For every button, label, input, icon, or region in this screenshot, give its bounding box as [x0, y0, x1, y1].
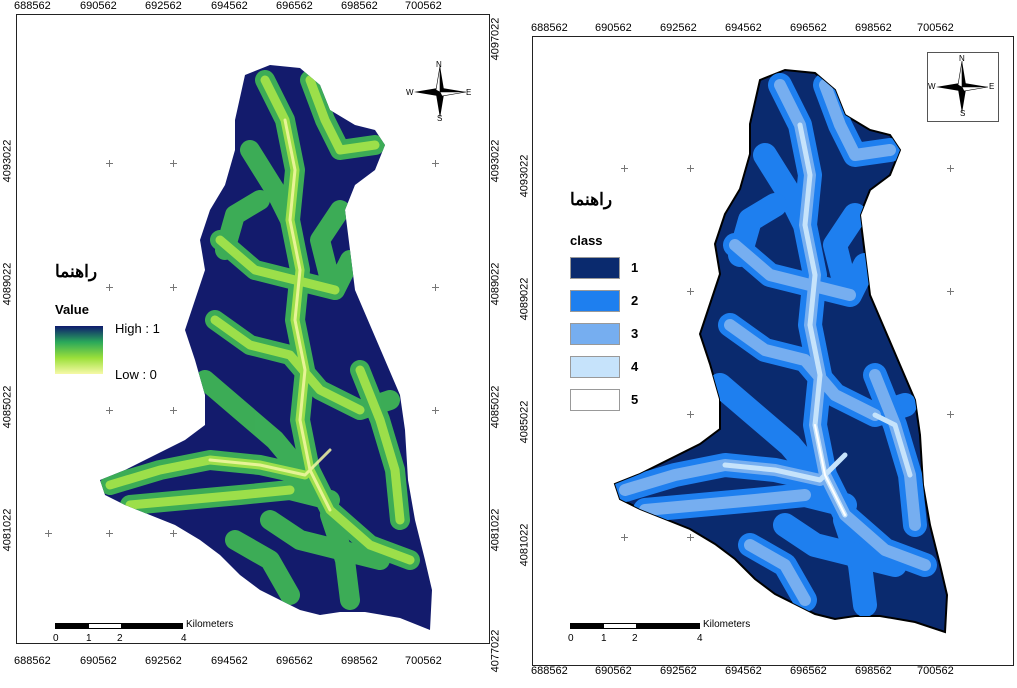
class-label: 2	[631, 293, 639, 308]
grid-cross	[947, 288, 954, 295]
scale-number: 4	[697, 633, 703, 644]
grid-cross	[947, 165, 954, 172]
class-swatch	[570, 323, 620, 345]
legend-subtitle: Value	[55, 302, 89, 317]
grid-cross	[687, 411, 694, 418]
x-tick-label: 692562	[660, 665, 697, 677]
right-map-panel: 688562 690562 692562 694562 696562 69856…	[517, 0, 1017, 688]
compass-n: N	[436, 60, 442, 69]
compass-n: N	[959, 54, 965, 63]
scale-number: 0	[568, 633, 574, 644]
compass-s: S	[437, 114, 443, 123]
x-tick-label: 698562	[855, 665, 892, 677]
scale-number: 2	[632, 633, 638, 644]
x-tick-label: 700562	[917, 665, 954, 677]
x-tick-label: 688562	[531, 665, 568, 677]
compass-e: E	[466, 88, 472, 97]
x-tick-label: 694562	[211, 655, 248, 667]
left-map-neatline	[16, 14, 490, 644]
x-tick-label: 694562	[725, 665, 762, 677]
value-gradient-bar	[55, 326, 103, 374]
x-tick-label: 692562	[145, 0, 182, 12]
grid-cross	[432, 284, 439, 291]
x-tick-label: 696562	[790, 665, 827, 677]
scale-unit: Kilometers	[703, 619, 751, 630]
x-tick-label: 688562	[531, 22, 568, 34]
compass-w: W	[928, 82, 936, 91]
grid-cross	[170, 160, 177, 167]
grid-cross	[621, 534, 628, 541]
x-tick-label: 698562	[341, 0, 378, 12]
left-map-panel: 688562 690562 692562 694562 696562 69856…	[1, 0, 502, 673]
x-tick-label: 692562	[660, 22, 697, 34]
high-label: High : 1	[115, 321, 160, 336]
compass-e: E	[989, 82, 995, 91]
panel-divider	[512, 0, 517, 688]
grid-cross	[106, 407, 113, 414]
class-swatch	[570, 389, 620, 411]
legend-title: راهنما	[55, 262, 98, 281]
scale-number: 0	[53, 633, 59, 644]
right-basin-map	[613, 68, 949, 634]
scale-bar	[570, 623, 700, 629]
x-tick-label: 700562	[917, 22, 954, 34]
class-label: 5	[631, 392, 639, 407]
class-swatch	[570, 257, 620, 279]
x-tick-label: 700562	[405, 0, 442, 12]
compass-s: S	[960, 109, 966, 118]
grid-cross	[621, 165, 628, 172]
grid-cross	[170, 407, 177, 414]
scale-bar	[55, 623, 183, 629]
scale-unit: Kilometers	[186, 619, 234, 630]
compass-w: W	[406, 88, 414, 97]
x-tick-label: 696562	[276, 0, 313, 12]
class-label: 3	[631, 326, 639, 341]
left-basin-map	[100, 65, 432, 630]
x-tick-label: 694562	[725, 22, 762, 34]
grid-cross	[432, 407, 439, 414]
grid-cross	[687, 288, 694, 295]
grid-cross	[947, 411, 954, 418]
grid-cross	[106, 530, 113, 537]
scale-number: 4	[181, 633, 187, 644]
class-zones	[615, 73, 937, 617]
grid-cross	[687, 165, 694, 172]
x-tick-label: 698562	[855, 22, 892, 34]
north-arrow-icon	[936, 60, 989, 113]
x-tick-label: 696562	[790, 22, 827, 34]
x-tick-label: 698562	[341, 655, 378, 667]
scale-number: 1	[86, 633, 92, 644]
x-tick-label: 690562	[595, 665, 632, 677]
north-arrow-icon	[414, 65, 467, 118]
grid-cross	[106, 160, 113, 167]
grid-cross	[687, 534, 694, 541]
scale-number: 2	[117, 633, 123, 644]
grid-cross	[170, 284, 177, 291]
x-tick-label: 700562	[405, 655, 442, 667]
right-map-neatline	[532, 36, 1014, 666]
x-tick-label: 696562	[276, 655, 313, 667]
grid-cross	[106, 284, 113, 291]
x-tick-label: 690562	[80, 655, 117, 667]
stream-buffers	[100, 70, 420, 610]
legend-subtitle: class	[570, 233, 603, 248]
x-tick-label: 688562	[14, 655, 51, 667]
grid-cross	[45, 530, 52, 537]
legend-title: راهنما	[570, 190, 613, 209]
x-tick-label: 688562	[14, 0, 51, 12]
class-swatch	[570, 356, 620, 378]
class-label: 4	[631, 359, 639, 374]
grid-cross	[170, 530, 177, 537]
x-tick-label: 692562	[145, 655, 182, 667]
x-tick-label: 694562	[211, 0, 248, 12]
low-label: Low : 0	[115, 367, 157, 382]
grid-cross	[432, 160, 439, 167]
class-swatch	[570, 290, 620, 312]
scale-number: 1	[601, 633, 607, 644]
x-tick-label: 690562	[80, 0, 117, 12]
class-label: 1	[631, 260, 639, 275]
x-tick-label: 690562	[595, 22, 632, 34]
